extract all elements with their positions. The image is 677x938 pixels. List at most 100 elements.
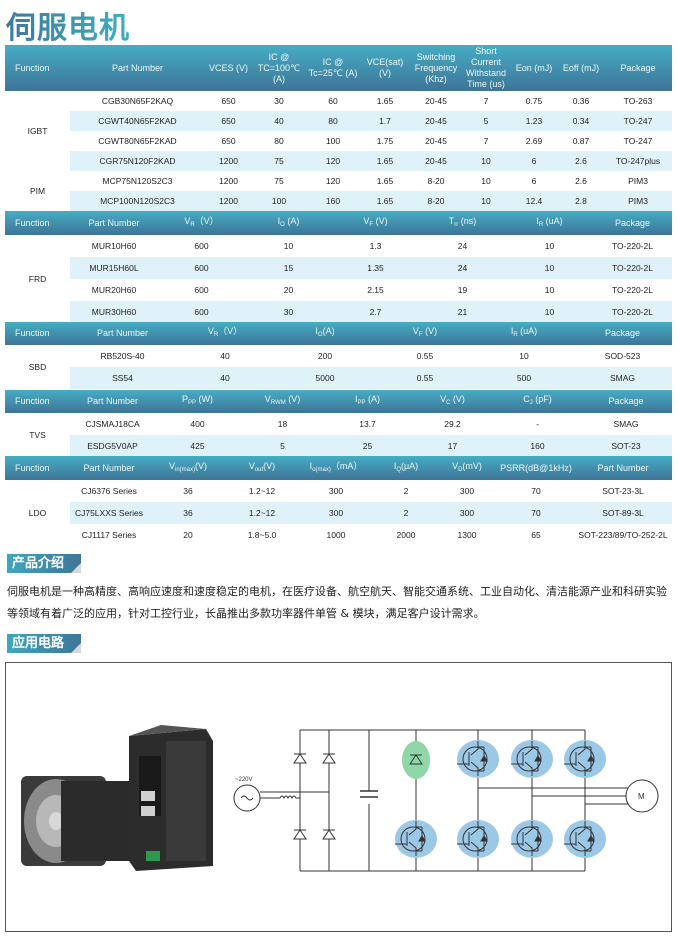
header-text: (A) (322, 326, 335, 336)
value-cell: TO-263 (623, 96, 653, 106)
header-text: V (168, 460, 175, 471)
header-text: RWM (270, 400, 286, 406)
value-cell: 1.35 (332, 257, 419, 279)
header-text: VCES (V) (208, 62, 248, 73)
column-header: Package (604, 45, 672, 91)
table-row: PIM MCP75N120S2C3 1200 75 120 1.65 8-20 10 6 2.6 P… (5, 171, 672, 211)
value-cell: 2.69 (525, 136, 543, 146)
value-cell: 6 (510, 151, 558, 171)
header-text: (V) (373, 215, 388, 226)
value-cell: 36 (183, 486, 193, 496)
value-cell: 1.7 (360, 111, 410, 131)
header-text: V (363, 215, 370, 226)
sbd-table: Function Part Number VR（V） IO(A) VF (V) IR (u… (5, 322, 672, 389)
table-row: CGWT40N65F2KAD 650 40 80 1.7 20-45 5 1.23 0.34 TO… (5, 111, 672, 131)
header-text: V (452, 460, 459, 471)
header-text: IC @ TC=100℃ (A) (257, 51, 301, 84)
value-cell: 80 (274, 136, 284, 146)
header-text: Part Number (83, 462, 135, 473)
value-cell: 0.55 (416, 351, 434, 361)
value-cell: 20-45 (425, 136, 447, 146)
header-text: Q (396, 466, 401, 473)
column-header: Vout(V) (228, 456, 296, 480)
column-header: Package (573, 322, 672, 345)
value-cell: 19 (457, 285, 468, 295)
header-text: Function (15, 396, 50, 406)
value-cell: 5000 (275, 367, 375, 389)
value-cell: 2.8 (558, 191, 604, 211)
value-cell: 8-20 (427, 176, 445, 186)
value-cell: 10 (506, 257, 593, 279)
part-number-cell: ESDG5V0AP (70, 435, 155, 457)
column-header: VC (V) (410, 390, 495, 413)
igbt-icon (511, 820, 553, 858)
value-cell: 2000 (396, 530, 416, 540)
value-cell: 425 (155, 435, 240, 457)
value-cell: TO-247 (604, 111, 672, 131)
value-cell: 20-45 (410, 111, 462, 131)
value-cell: 20 (283, 285, 294, 295)
value-cell: 1.23 (510, 111, 558, 131)
value-cell: 400 (190, 419, 205, 429)
header-text: (ns) (458, 215, 477, 226)
ac-source-icon (233, 784, 261, 812)
capacitor-icon (360, 790, 378, 798)
value-cell: 24 (457, 241, 468, 251)
value-cell: 12.4 (510, 191, 558, 211)
value-cell: 36 (148, 502, 228, 524)
column-header: VF (V) (375, 322, 475, 345)
value-cell: 300 (459, 486, 475, 496)
value-cell: PIM3 (604, 191, 672, 211)
header-text: (A) (284, 215, 300, 226)
value-cell: 200 (317, 351, 333, 361)
column-header: Function (5, 390, 70, 413)
header-text: (V) (195, 460, 208, 471)
header-text: IC @ Tc=25℃ (A) (308, 57, 358, 78)
part-number-cell: CJ75LXXS Series (70, 502, 148, 524)
column-header: Part Number (70, 45, 205, 91)
value-cell: 650 (205, 111, 252, 131)
column-header: VCE(sat) (V) (360, 45, 410, 91)
header-text: Short Current Withstand Time (us) (465, 46, 507, 89)
value-cell: 0.87 (572, 136, 590, 146)
header-text: (V) (422, 326, 438, 336)
inductor-icon (279, 795, 300, 800)
value-cell: 600 (158, 301, 245, 323)
value-cell: 1300 (457, 530, 477, 540)
part-number-cell: MUR30H60 (70, 301, 158, 323)
function-cell: PIM (5, 171, 70, 211)
header-text: I (536, 215, 539, 226)
column-header: IQ(μA) (376, 456, 436, 480)
value-cell: 2 (376, 502, 436, 524)
column-header: IC @ Tc=25℃ (A) (306, 45, 360, 91)
header-text: Function (15, 217, 50, 228)
column-header: Function (5, 45, 70, 91)
column-header: Function (5, 322, 70, 345)
section-heading-circuit: 应用电路 (7, 634, 81, 653)
column-header: Trr (ns) (419, 211, 506, 235)
column-header: PPP (W) (155, 390, 240, 413)
value-cell: 75 (252, 151, 306, 171)
header-text: in(max) (175, 466, 196, 473)
column-header: IR (uA) (475, 322, 573, 345)
value-cell: 2.6 (558, 151, 604, 171)
header-text: V (248, 460, 255, 471)
intro-paragraph: 伺服电机是一种高精度、高响应速度和速度稳定的电机，在医疗设备、航空航天、智能交通… (7, 585, 667, 620)
header-text: o(max) (312, 466, 331, 473)
table-row: MCP100N120S2C3 1200 100 160 1.65 8-20 10 12.4 2.… (5, 191, 672, 211)
table-row: CGR75N120F2KAD 1200 75 120 1.65 20-45 10 6 2.6 TO… (5, 151, 672, 171)
column-header: VRWM (V) (240, 390, 325, 413)
header-text: I (309, 460, 313, 471)
header-text: Part Number (86, 396, 139, 406)
value-cell: 40 (252, 111, 306, 131)
header-text: Part Number (88, 217, 140, 228)
igbt-icon (457, 820, 499, 858)
part-number-cell: MUR10H60 (91, 241, 137, 251)
table-row: CGWT80N65F2KAD 650 80 100 1.75 20-45 7 2.69 0.87… (5, 131, 672, 151)
value-cell: TO-247plus (604, 151, 672, 171)
value-cell: 40 (220, 351, 230, 361)
value-cell: 10 (544, 285, 555, 295)
igbt-icon (564, 820, 606, 858)
value-cell: 18 (277, 419, 288, 429)
column-header: VD(mV) (436, 456, 498, 480)
